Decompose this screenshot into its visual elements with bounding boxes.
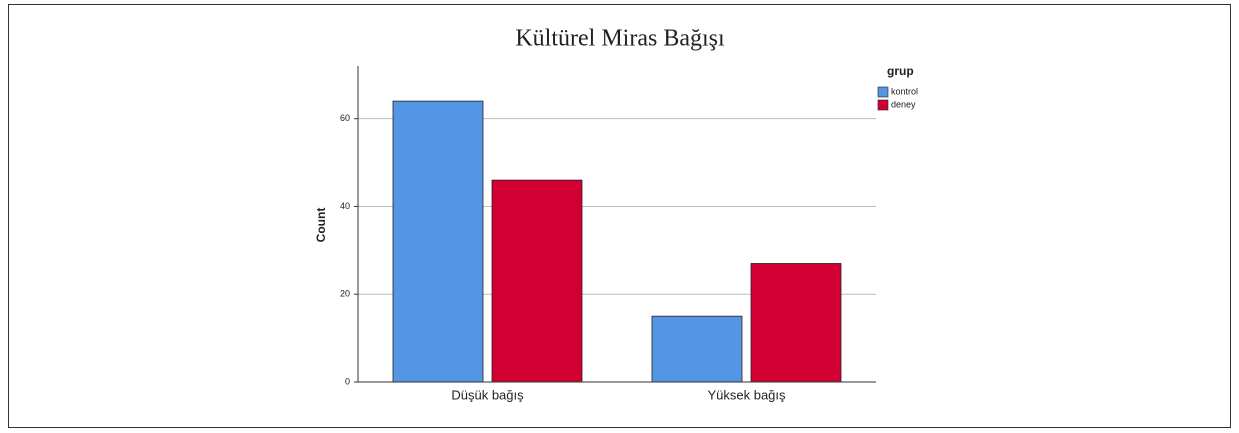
- y-tick-label: 20: [340, 289, 350, 299]
- legend-title: grup: [887, 64, 914, 78]
- x-tick-label: Yüksek bağış: [707, 387, 786, 402]
- x-tick-label: Düşük bağış: [451, 387, 524, 402]
- y-tick-label: 0: [345, 376, 350, 386]
- chart-title: Kültürel Miras Bağışı: [515, 26, 725, 52]
- legend-label: deney: [891, 99, 916, 109]
- y-axis-label: Count: [314, 208, 328, 243]
- bar: [651, 315, 743, 383]
- y-tick-label: 40: [340, 201, 350, 211]
- legend-label: kontrol: [891, 86, 918, 96]
- bar: [750, 263, 842, 383]
- frame: [8, 4, 1231, 428]
- bar: [392, 100, 484, 383]
- legend-swatch: [877, 86, 889, 98]
- legend-swatch: [877, 99, 889, 111]
- bar: [491, 179, 583, 383]
- y-tick-label: 60: [340, 113, 350, 123]
